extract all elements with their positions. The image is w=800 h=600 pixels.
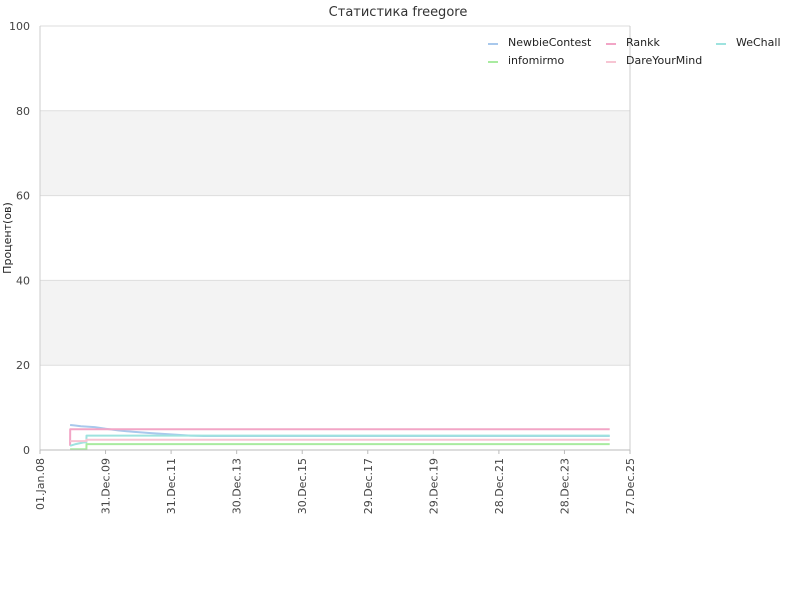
y-tick-label: 20 [16,359,30,372]
x-tick-label: 01.Jan.08 [34,458,47,510]
plot-bands [40,110,630,366]
x-tick-label: 31.Dec.11 [165,458,178,514]
x-tick-label: 30.Dec.15 [296,458,309,514]
y-tick-label: 80 [16,105,30,118]
legend-label-rankk: Rankk [626,36,660,49]
y-tick-label: 0 [23,444,30,457]
x-tick-label: 27.Dec.25 [624,458,637,514]
legend: NewbieContest Rankk WeChall infomirmo DareYo… [488,36,781,67]
plot-band [40,110,630,196]
tick-labels: 0 20 40 60 80 100 01.Jan.08 31.Dec.09 31.Dec.11 3… [9,20,637,514]
y-tick-label: 60 [16,190,30,203]
chart-title: Статистика freegore [329,5,468,20]
y-tick-label: 40 [16,274,30,287]
y-tick-label: 100 [9,20,30,33]
x-tick-label: 28.Dec.21 [493,458,506,514]
legend-label-dareyourmind: DareYourMind [626,54,702,67]
axes [39,26,631,454]
x-tick-label: 30.Dec.13 [231,458,244,514]
series-line-wechall [69,434,610,447]
plot-band [40,280,630,366]
y-axis-label: Процент(ов) [1,202,14,274]
legend-label-infomirmo: infomirmo [508,54,564,67]
x-tick-label: 29.Dec.17 [362,458,375,514]
series-line-dareyourmind [70,438,610,443]
series-line-infomirmo [70,443,610,451]
series-line-newbiecontest [70,424,610,437]
x-tick-label: 31.Dec.09 [100,458,113,514]
series-lines [69,424,610,451]
x-tick-label: 29.Dec.19 [427,458,440,514]
series-line-rankk [69,428,610,446]
x-tick-label: 28.Dec.23 [558,458,571,514]
gridlines [40,25,630,451]
legend-label-newbiecontest: NewbieContest [508,36,592,49]
legend-label-wechall: WeChall [736,36,781,49]
